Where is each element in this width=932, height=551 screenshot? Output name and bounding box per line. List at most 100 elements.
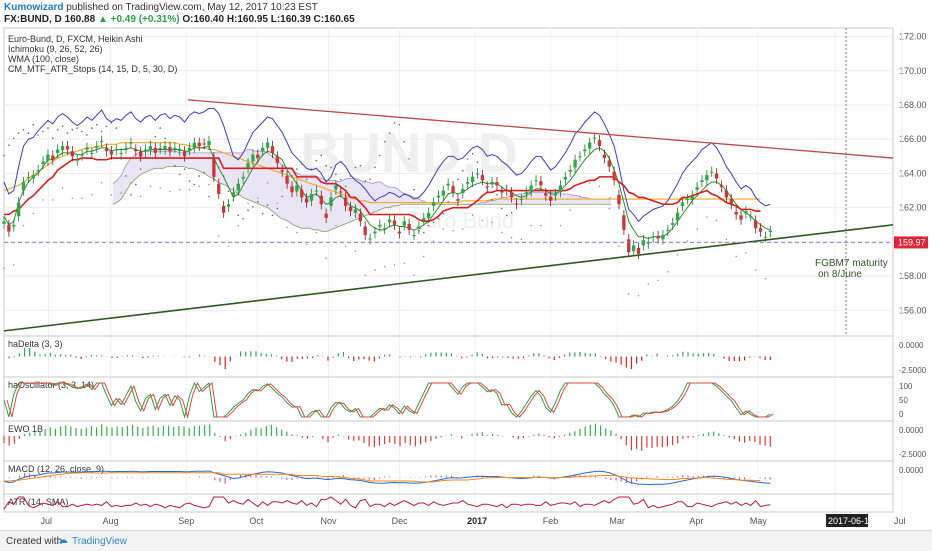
chikou-dot — [413, 188, 415, 191]
chikou-dot — [42, 130, 44, 133]
atr-stop-dot — [120, 192, 122, 194]
chikou-dot — [281, 195, 284, 198]
candle-body — [758, 228, 763, 232]
candle-body — [153, 147, 157, 153]
chikou-dot — [37, 134, 39, 136]
candle-body — [85, 147, 89, 150]
tradingview-brand[interactable]: TradingView — [72, 536, 128, 547]
author-link[interactable]: Kumowizard — [4, 2, 64, 13]
candle-body — [490, 182, 494, 183]
chikou-dot — [203, 171, 205, 174]
chikou-dot — [432, 221, 435, 223]
candle-body — [329, 197, 333, 206]
chikou-dot — [183, 168, 186, 170]
price-tick-label: 162.00 — [899, 203, 927, 213]
candle-body — [95, 146, 99, 148]
candle-body — [275, 156, 280, 164]
chikou-dot — [315, 159, 318, 162]
atr-stop-dot — [403, 262, 405, 264]
maturity-annotation: on 8/June — [818, 269, 862, 280]
chikou-dot — [115, 127, 118, 129]
atr-stop-dot — [764, 277, 767, 280]
chikou-dot — [139, 168, 142, 170]
atr-stop-dot — [432, 240, 435, 242]
chikou-dot — [442, 212, 445, 215]
candle-body — [768, 230, 772, 233]
candle-body — [109, 151, 114, 155]
atr-stop-dot — [442, 228, 444, 230]
candle-body — [236, 183, 240, 191]
atr-stop-dot — [110, 194, 113, 196]
candle-body — [26, 176, 31, 178]
candle-body — [680, 202, 685, 206]
price-tick-label: 172.00 — [899, 32, 927, 42]
maturity-annotation: FGBM7 maturity — [815, 258, 888, 269]
candle-body — [46, 154, 50, 161]
chikou-dot — [457, 178, 459, 181]
time-tick-label: Feb — [543, 516, 559, 526]
candle-body — [685, 199, 690, 201]
macd-signal-line — [4, 472, 761, 483]
price-tick-label: 166.00 — [899, 134, 927, 144]
candle-body — [583, 149, 587, 152]
atr-stop-dot — [647, 283, 649, 285]
candle-body — [719, 185, 724, 188]
candle-body — [290, 186, 294, 193]
candle-body — [41, 161, 45, 165]
candle-body — [368, 238, 372, 240]
candle-body — [690, 195, 694, 200]
candle-body — [514, 203, 519, 205]
tradingview-logo-icon: ☁ — [58, 535, 68, 546]
chikou-dot — [56, 128, 59, 131]
candle-body — [168, 146, 172, 152]
candle-body — [339, 191, 343, 193]
chikou-dot — [105, 125, 108, 128]
candle-body — [256, 154, 260, 159]
candle-body — [558, 185, 563, 193]
atr-stop-dot — [364, 274, 366, 276]
chart-canvas[interactable]: 172.00 170.00 168.00 166.00 164.00 162.00 160.… — [0, 0, 932, 530]
chikou-dot — [300, 163, 303, 165]
candle-body — [675, 212, 680, 221]
chikou-dot — [462, 170, 464, 172]
candle-body — [422, 217, 426, 221]
ohlc-values: O:160.40 H:160.95 L:160.39 C:160.65 — [182, 14, 355, 25]
atr-stop-dot — [188, 189, 191, 191]
chikou-dot — [3, 154, 5, 157]
atr-stop-dot — [61, 187, 64, 189]
chikou-dot — [501, 207, 503, 210]
atr-stop-dot — [247, 202, 249, 205]
tenkan-line — [3, 145, 771, 239]
chikou-dot — [374, 166, 376, 169]
atr-stop-dot — [354, 250, 357, 253]
candle-body — [265, 142, 270, 148]
atr-stop-dot — [589, 182, 591, 184]
candle-body — [710, 171, 714, 173]
atr-stop-dot — [305, 243, 308, 246]
candle-body — [143, 149, 148, 152]
candle-body — [129, 142, 133, 144]
atr-stop-dot — [628, 293, 630, 295]
candle-body — [636, 247, 641, 254]
candle-body — [553, 193, 558, 196]
pane-series — [3, 423, 771, 451]
candle-body — [656, 235, 660, 239]
atr-stop-dot — [530, 224, 532, 227]
candle-body — [241, 176, 245, 179]
chikou-dot — [491, 199, 493, 201]
atr-stop-dot — [218, 235, 220, 237]
atr-stop-dot — [715, 219, 718, 222]
candle-body — [12, 224, 16, 227]
candle-body — [99, 140, 104, 142]
atr-stop-dot — [452, 230, 454, 232]
atr-stop-dot — [42, 199, 44, 201]
candle-body — [763, 236, 768, 238]
chikou-dot — [22, 128, 25, 131]
pane-label: haDelta (3, 3) — [8, 339, 63, 349]
indicator-pane-frame — [3, 493, 894, 513]
pane-series — [3, 470, 771, 486]
atr-stop-dot — [676, 254, 679, 256]
atr-stop-dot — [579, 195, 581, 198]
time-tick-label: Nov — [320, 516, 337, 526]
candle-body — [470, 176, 475, 182]
